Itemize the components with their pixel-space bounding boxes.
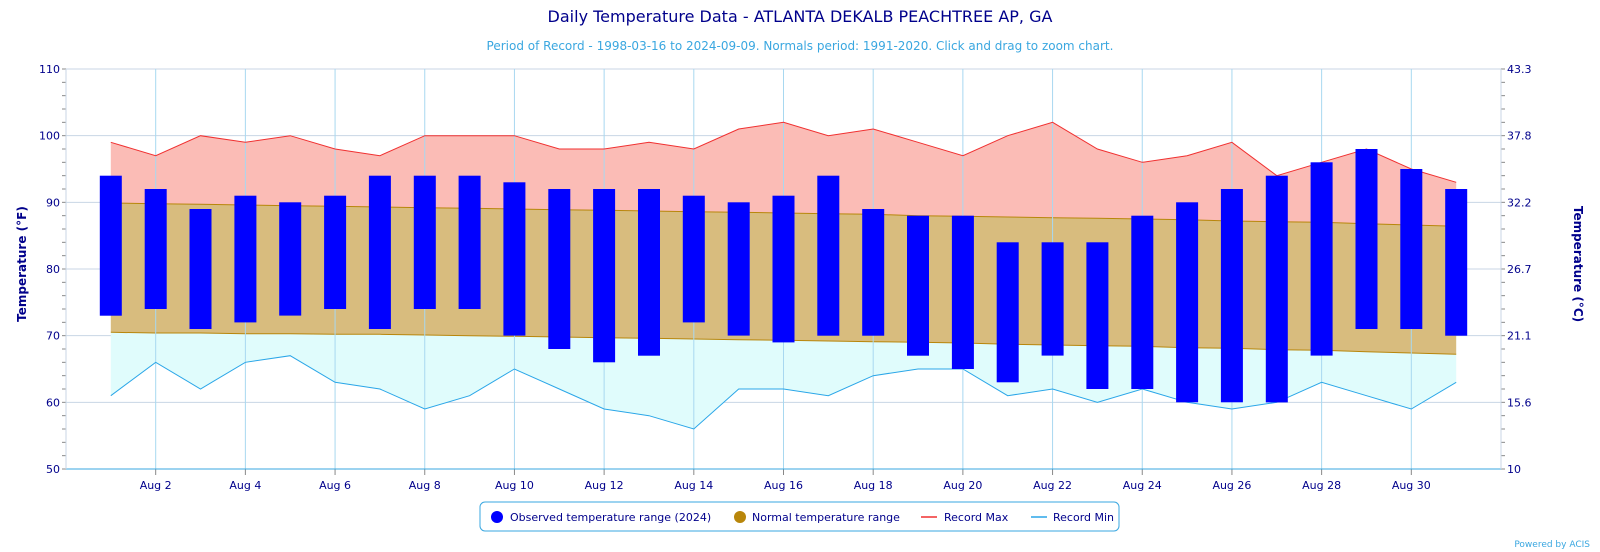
y-axis-title-right: Temperature (°C) [1571, 206, 1585, 322]
y-tick-label-left: 110 [39, 63, 60, 76]
x-tick-label: Aug 20 [943, 479, 982, 492]
y-tick-label-right: 15.6 [1507, 396, 1532, 409]
observed-range-bar[interactable] [1265, 175, 1288, 403]
x-tick-label: Aug 28 [1302, 479, 1341, 492]
x-tick-label: Aug 4 [229, 479, 261, 492]
record-min-line [110, 355, 1457, 430]
y-tick-label-right: 37.8 [1507, 130, 1532, 143]
observed-range-bar[interactable] [1400, 169, 1423, 329]
observed-range-bar[interactable] [638, 189, 660, 356]
observed-range-bar[interactable] [279, 202, 302, 316]
x-tick-label: Aug 10 [495, 479, 534, 492]
observed-range-bar[interactable] [144, 189, 167, 309]
legend-record-max-label: Record Max [944, 511, 1009, 524]
legend-normal-marker [734, 511, 746, 523]
observed-range-bar[interactable] [368, 175, 391, 329]
observed-range-bar[interactable] [862, 209, 885, 336]
observed-range-bar[interactable] [503, 182, 526, 336]
x-tick-label: Aug 2 [140, 479, 172, 492]
observed-range-bar[interactable] [1220, 189, 1243, 403]
record-lines [110, 121, 1457, 430]
observed-range-bar[interactable] [593, 189, 616, 363]
legend-normal-label: Normal temperature range [752, 511, 900, 524]
chart-title: Daily Temperature Data - ATLANTA DEKALB … [548, 7, 1053, 26]
observed-range-bar[interactable] [817, 175, 840, 336]
legend-box [479, 501, 1120, 532]
legend[interactable]: Observed temperature range (2024) Normal… [479, 501, 1120, 532]
observed-range-bar[interactable] [234, 195, 257, 323]
y-tick-label-left: 90 [46, 196, 60, 209]
observed-range-bar[interactable] [548, 189, 571, 349]
legend-item-record-min[interactable]: Record Min [1031, 511, 1114, 524]
observed-range-bar[interactable] [1355, 149, 1378, 329]
credit-link[interactable]: Powered by ACIS [1514, 540, 1590, 550]
observed-range-bar[interactable] [1041, 242, 1064, 356]
observed-range-bar[interactable] [951, 215, 974, 369]
observed-range-bar[interactable] [907, 215, 929, 356]
x-tick-label: Aug 8 [409, 479, 441, 492]
y-tick-label-left: 80 [46, 263, 60, 276]
y-tick-label-right: 21.1 [1507, 330, 1532, 343]
y-tick-label-right: 43.3 [1507, 63, 1532, 76]
observed-range-bar[interactable] [727, 202, 750, 336]
observed-range-bar[interactable] [772, 195, 795, 343]
legend-item-observed[interactable]: Observed temperature range (2024) [491, 511, 711, 524]
legend-item-record-max[interactable]: Record Max [921, 511, 1009, 524]
legend-record-min-label: Record Min [1053, 511, 1114, 524]
observed-range-bar[interactable] [1131, 215, 1154, 389]
observed-range-bar[interactable] [189, 209, 212, 329]
x-tick-label: Aug 14 [674, 479, 713, 492]
legend-item-normal[interactable]: Normal temperature range [734, 511, 900, 524]
x-tick-label: Aug 22 [1033, 479, 1072, 492]
observed-range-bar[interactable] [1445, 189, 1468, 336]
legend-observed-label: Observed temperature range (2024) [510, 511, 711, 524]
x-tick-label: Aug 18 [854, 479, 893, 492]
observed-range-bar[interactable] [996, 242, 1019, 383]
y-axis-title-left: Temperature (°F) [15, 206, 29, 322]
observed-range-bar[interactable] [1310, 162, 1333, 356]
observed-range-bar[interactable] [682, 195, 705, 323]
observed-range-bar[interactable] [324, 195, 347, 309]
y-tick-label-left: 100 [39, 130, 60, 143]
observed-range-bar[interactable] [413, 175, 436, 309]
x-tick-label: Aug 6 [319, 479, 351, 492]
x-tick-label: Aug 24 [1123, 479, 1162, 492]
observed-range-bar[interactable] [458, 175, 481, 309]
x-tick-label: Aug 16 [764, 479, 803, 492]
observed-range-bar[interactable] [1086, 242, 1109, 389]
observed-range-bar[interactable] [99, 175, 122, 316]
y-tick-label-right: 10 [1507, 463, 1521, 476]
y-tick-label-left: 60 [46, 396, 60, 409]
y-tick-label-right: 26.7 [1507, 263, 1532, 276]
y-tick-label-left: 70 [46, 330, 60, 343]
x-tick-label: Aug 12 [585, 479, 624, 492]
y-tick-label-right: 32.2 [1507, 196, 1532, 209]
observed-bars[interactable] [99, 149, 1468, 403]
x-tick-label: Aug 30 [1392, 479, 1431, 492]
observed-range-bar[interactable] [1176, 202, 1199, 403]
record-max-line [110, 121, 1457, 183]
y-tick-label-left: 50 [46, 463, 60, 476]
chart-subtitle: Period of Record - 1998-03-16 to 2024-09… [487, 39, 1114, 53]
axes: 50 10 60 15.6 70 21.1 80 26.7 90 32.2 100 37.8 110 43… [39, 63, 1532, 492]
x-tick-label: Aug 26 [1212, 479, 1251, 492]
legend-observed-marker [491, 511, 503, 523]
